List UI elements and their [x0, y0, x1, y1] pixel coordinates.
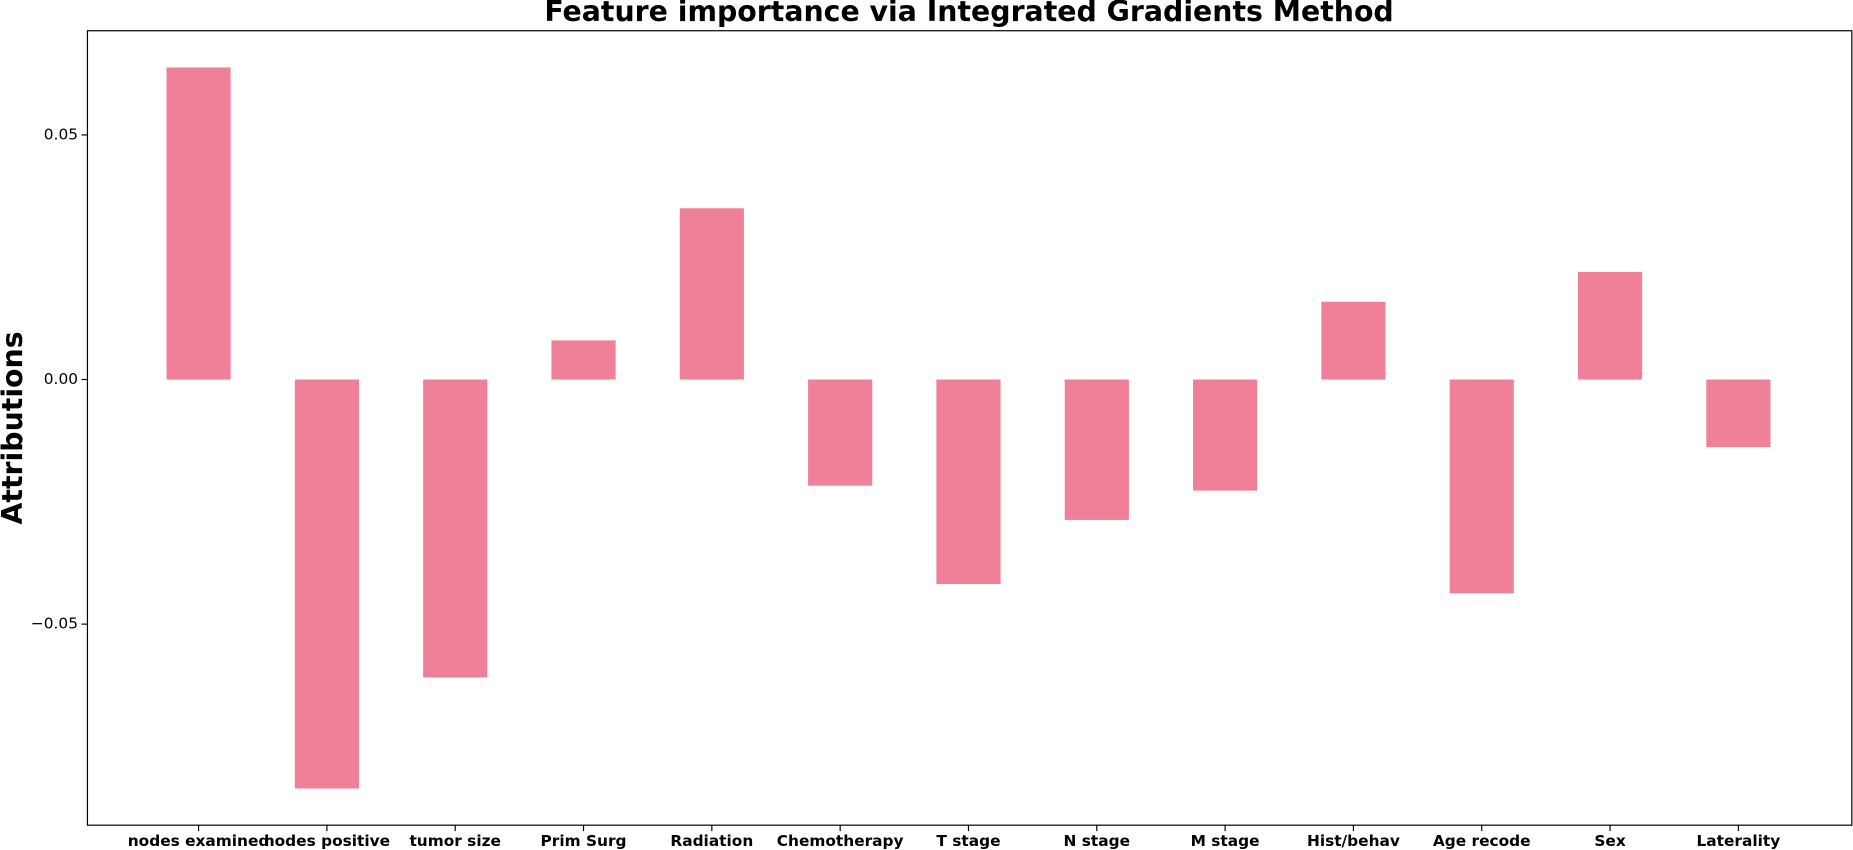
- bar: [166, 67, 231, 380]
- x-tick-label: Sex: [1594, 832, 1625, 850]
- chart-title: Feature importance via Integrated Gradie…: [544, 0, 1393, 28]
- x-tick-label: Radiation: [670, 832, 753, 850]
- bar: [294, 379, 359, 789]
- y-tick-label: 0.00: [44, 370, 78, 388]
- x-tick-label: nodes examined: [128, 832, 270, 850]
- bar: [808, 379, 873, 486]
- plot-frame: [86, 30, 1853, 826]
- x-tick-label: tumor size: [409, 832, 501, 850]
- y-tick-label: −0.05: [31, 615, 78, 633]
- bar: [1321, 301, 1386, 380]
- bar: [551, 340, 616, 380]
- bar: [1577, 271, 1643, 380]
- y-tick-label: 0.05: [44, 125, 78, 143]
- bar: [1706, 379, 1771, 448]
- y-axis-label: Attributions: [0, 331, 29, 524]
- x-tick-label: Chemotherapy: [777, 832, 904, 850]
- x-tick-label: N stage: [1064, 832, 1130, 850]
- x-tick-label: nodes positive: [264, 832, 390, 850]
- bar: [679, 208, 744, 380]
- x-tick-label: Laterality: [1697, 832, 1781, 850]
- x-tick-label: T stage: [936, 832, 1000, 850]
- bar: [1193, 379, 1258, 491]
- bar: [423, 379, 488, 678]
- x-tick-label: Age recode: [1433, 832, 1531, 850]
- bar: [1064, 379, 1129, 520]
- bar: [936, 379, 1001, 585]
- bar: [1449, 379, 1514, 594]
- x-tick-label: M stage: [1191, 832, 1260, 850]
- x-tick-label: Prim Surg: [541, 832, 627, 850]
- x-tick-label: Hist/behav: [1307, 832, 1400, 850]
